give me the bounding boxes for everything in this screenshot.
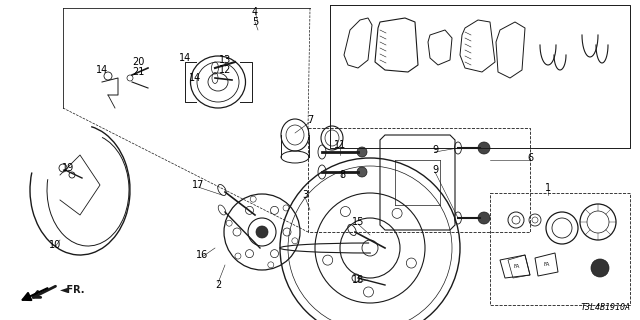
Text: ◄FR.: ◄FR. [60, 285, 86, 295]
Circle shape [357, 167, 367, 177]
Text: 7: 7 [307, 115, 313, 125]
Text: 3: 3 [302, 190, 308, 200]
Text: 14: 14 [179, 53, 191, 63]
Text: 12: 12 [219, 65, 231, 75]
Text: FA: FA [544, 262, 550, 268]
Text: 5: 5 [252, 17, 258, 27]
Text: 19: 19 [62, 163, 74, 173]
Text: 15: 15 [352, 217, 364, 227]
Text: 20: 20 [132, 57, 144, 67]
Text: 8: 8 [339, 170, 345, 180]
Text: 16: 16 [196, 250, 208, 260]
Text: 6: 6 [527, 153, 533, 163]
Text: 11: 11 [334, 140, 346, 150]
Circle shape [591, 259, 609, 277]
Text: T3L4B1910A: T3L4B1910A [580, 303, 630, 312]
Text: 14: 14 [96, 65, 108, 75]
Circle shape [478, 212, 490, 224]
Text: 18: 18 [352, 275, 364, 285]
Circle shape [357, 147, 367, 157]
Text: 4: 4 [252, 7, 258, 17]
Text: 21: 21 [132, 67, 144, 77]
Text: 2: 2 [215, 280, 221, 290]
Text: 10: 10 [49, 240, 61, 250]
Text: 17: 17 [192, 180, 204, 190]
Text: 1: 1 [545, 183, 551, 193]
Text: 9: 9 [432, 145, 438, 155]
Text: 14: 14 [189, 73, 201, 83]
Circle shape [256, 226, 268, 238]
Text: FA: FA [514, 265, 520, 269]
Text: 13: 13 [219, 55, 231, 65]
Circle shape [478, 142, 490, 154]
Text: 9: 9 [432, 165, 438, 175]
